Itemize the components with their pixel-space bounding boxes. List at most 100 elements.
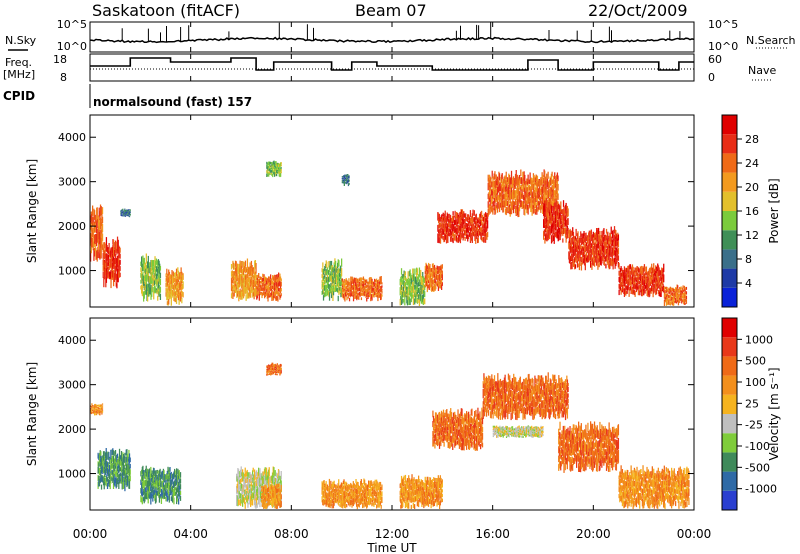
heatmap-cell-r7 [435,486,438,493]
heatmap-cell-r17 [663,263,665,273]
heatmap-cell-r3 [271,499,274,508]
heatmap-cell-r13 [475,220,477,226]
heatmap-cell-r3 [238,499,240,506]
heatmap-cell-r17 [620,281,622,287]
heatmap-cell-r6 [274,274,276,281]
heatmap-cell-r8 [440,423,443,430]
heatmap-cell-r13 [485,226,487,232]
heatmap-cell-r10 [341,181,343,184]
heatmap-cell-r17 [659,287,662,292]
heatmap-cell-r15 [550,224,553,234]
heatmap-cell-r0 [101,233,104,241]
heatmap-cell-r17 [640,274,642,279]
heatmap-cell-r17 [657,265,660,270]
heatmap-cell-r3 [279,476,282,484]
heatmap-cell-r6 [380,496,382,503]
heatmap-cell-r4 [261,499,263,503]
heatmap-cell-r5 [280,367,282,371]
heatmap-cell-r7 [403,491,405,497]
heatmap-cell-r13 [456,227,458,235]
heatmap-cell-r13 [455,212,458,219]
heatmap-cell-r3 [157,269,159,277]
heatmap-cell-r6 [371,497,373,502]
heatmap-cell-r8 [446,421,448,431]
heatmap-cell-r6 [348,496,350,503]
heatmap-cell-r8 [334,273,336,278]
heatmap-cell-r3 [249,494,251,499]
heatmap-cell-r14 [508,174,511,187]
heatmap-cell-r9 [352,285,354,290]
heatmap-cell-r4 [268,502,270,506]
heatmap-cell-r14 [557,183,559,191]
heatmap-cell-r9 [348,278,350,282]
heatmap-cell-r3 [143,258,145,271]
heatmap-cell-r18 [675,292,677,297]
heatmap-cell-r4 [181,297,183,304]
heatmap-cell-r4 [263,492,265,498]
heatmap-cell-r11 [414,298,416,305]
heatmap-cell-r2 [158,491,160,498]
heatmap-cell-r6 [334,489,336,492]
heatmap-cell-r3 [238,490,240,495]
heatmap-cell-r2 [120,210,122,212]
heatmap-cell-r6 [322,482,324,490]
heatmap-cell-r14 [537,207,539,212]
heatmap-cell-r17 [654,268,656,273]
heatmap-cell-r14 [526,191,529,198]
heatmap-cell-r14 [493,180,495,188]
heatmap-cell-r13 [481,232,483,241]
heatmap-cell-r3 [259,480,262,485]
heatmap-cell-r13 [473,216,475,223]
heatmap-cell-r13 [449,217,451,221]
heatmap-cell-r11 [423,277,425,283]
heatmap-cell-r1 [103,242,106,249]
heatmap-cell-r0 [96,410,98,412]
heatmap-cell-r3 [148,266,150,274]
heatmap-cell-r4 [275,495,277,500]
heatmap-cell-r15 [551,213,553,221]
heatmap-cell-r14 [514,198,517,205]
heatmap-cell-r16 [615,247,618,252]
heatmap-cell-r4 [265,494,268,501]
heatmap-cell-r5 [248,278,251,287]
heatmap-cell-r2 [141,476,143,482]
heatmap-cell-r11 [417,299,419,303]
heatmap-cell-r10 [343,177,345,180]
heatmap-cell-r8 [436,432,438,438]
heatmap-cell-r16 [578,254,581,262]
heatmap-cell-r7 [401,479,403,486]
heatmap-cell-r18 [679,292,682,296]
heatmap-cell-r14 [498,180,500,186]
heatmap-cell-r14 [524,204,526,216]
colorbar-swatch [722,172,737,192]
heatmap-cell-r12 [441,282,443,286]
heatmap-cell-r8 [328,270,330,275]
heatmap-cell-r6 [381,496,383,503]
heatmap-cell-r0 [97,404,100,407]
heatmap-cell-r11 [424,291,426,298]
heatmap-cell-r8 [330,285,333,291]
heatmap-cell-r17 [645,281,647,285]
heatmap-cell-r16 [591,243,593,248]
heatmap-cell-r13 [440,231,442,238]
heatmap-cell-r6 [356,482,358,488]
heatmap-cell-r5 [233,263,235,270]
heatmap-cell-r13 [479,225,481,230]
heatmap-cell-r10 [348,179,350,182]
heatmap-cell-r7 [274,169,276,172]
heatmap-cell-r9 [368,291,370,298]
heatmap-cell-r14 [552,201,554,207]
heatmap-cell-r2 [148,494,151,499]
heatmap-cell-r6 [376,486,378,491]
heatmap-cell-r17 [629,271,632,275]
heatmap-cell-r1 [104,477,107,484]
heatmap-cell-r6 [348,488,350,492]
heatmap-cell-r16 [590,254,592,261]
heatmap-cell-r5 [276,371,278,374]
heatmap-cell-r17 [642,278,644,285]
heatmap-cell-r2 [178,478,180,483]
heatmap-cell-r4 [275,486,277,490]
heatmap-cell-r9 [362,284,365,288]
heatmap-cell-r5 [239,288,241,297]
heatmap-cell-r17 [637,267,640,273]
